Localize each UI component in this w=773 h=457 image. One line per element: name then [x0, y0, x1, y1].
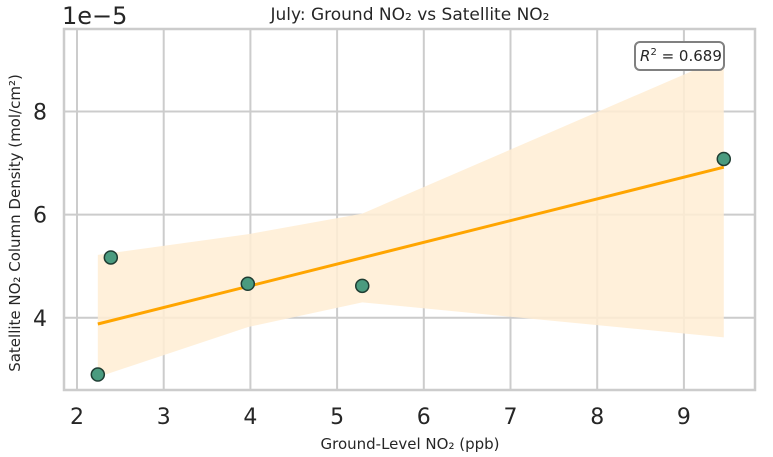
y-tick-label: 6 [33, 204, 47, 229]
r-squared-label: R2 = 0.689 [640, 47, 722, 65]
chart-title: July: Ground NO₂ vs Satellite NO₂ [270, 5, 550, 25]
scatter-point [103, 250, 119, 265]
scatter-point [90, 367, 106, 382]
y-tick-label: 8 [33, 101, 47, 126]
plot-frame [62, 27, 757, 392]
r-squared-annotation: R2 = 0.689 [634, 41, 725, 71]
tick-labels: 2 3 4 5 6 7 8 9 4 6 8 [33, 101, 691, 430]
x-tick-label: 2 [70, 405, 84, 430]
x-tick-label: 5 [330, 405, 344, 430]
x-tick-label: 3 [157, 405, 171, 430]
x-tick-label: 9 [677, 405, 691, 430]
y-tick-label: 4 [33, 307, 47, 332]
x-tick-label: 8 [590, 405, 604, 430]
x-tick-label: 7 [504, 405, 518, 430]
scatter-point [716, 151, 732, 167]
r-squared-box [634, 41, 725, 71]
r-squared-value: 0.689 [679, 47, 722, 65]
data-points [90, 151, 732, 382]
confidence-band [97, 57, 724, 378]
scatter-point [240, 276, 256, 292]
x-axis-label: Ground-Level NO₂ (ppb) [320, 435, 499, 453]
y-axis-label: Satellite NO₂ Column Density (mol/cm²) [6, 74, 24, 372]
regression-line [97, 165, 725, 326]
y-axis-offset-label: 1e−5 [62, 2, 127, 30]
x-tick-label: 6 [417, 405, 431, 430]
scatter-point [354, 278, 370, 294]
x-tick-label: 4 [243, 405, 257, 430]
